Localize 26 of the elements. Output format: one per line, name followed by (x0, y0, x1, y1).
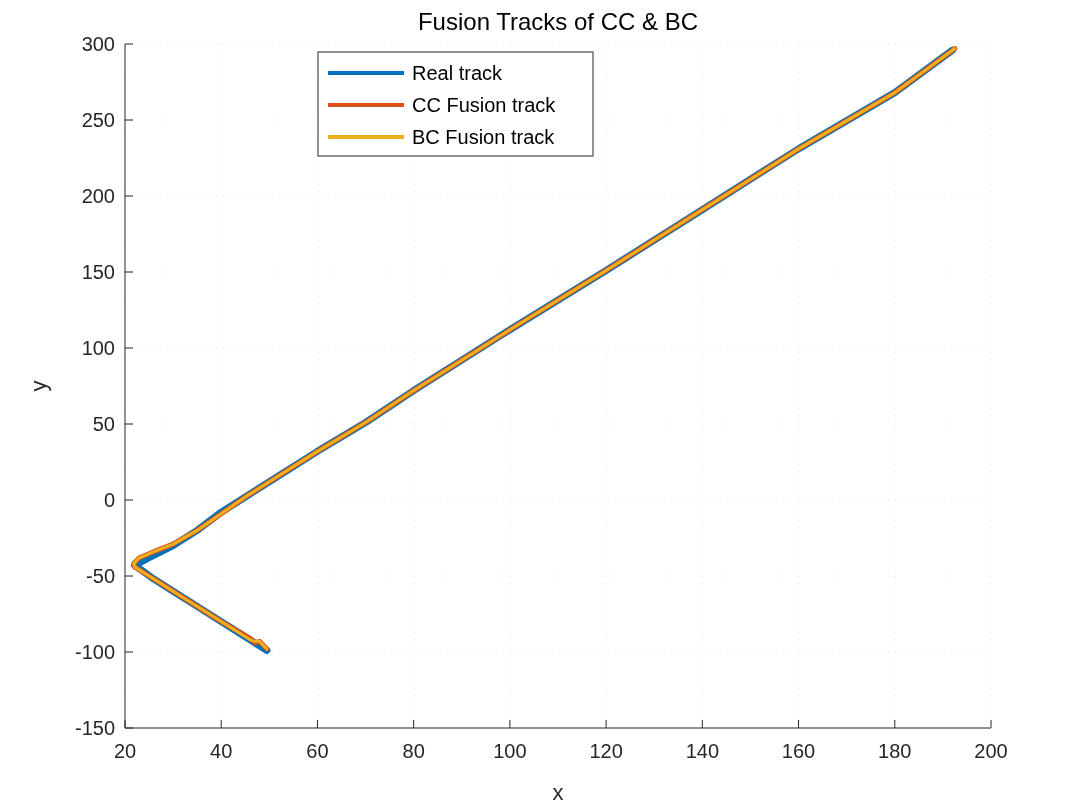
chart-title: Fusion Tracks of CC & BC (417, 8, 699, 35)
y-tick-label: 300 (81, 33, 115, 55)
legend-label: Real track (412, 62, 504, 84)
y-tick-label: 0 (103, 489, 115, 511)
legend-label: BC Fusion track (412, 126, 556, 148)
y-tick-label: -50 (86, 565, 115, 587)
x-tick-label: 100 (493, 740, 527, 762)
legend-label: CC Fusion track (412, 94, 557, 116)
y-tick-label: 150 (81, 261, 115, 283)
x-tick-label: 40 (210, 740, 233, 762)
x-tick-label: 120 (589, 740, 623, 762)
y-tick-label: 200 (81, 185, 115, 207)
x-tick-label: 180 (878, 740, 912, 762)
x-axis-title: x (552, 780, 564, 805)
y-tick-label: -100 (74, 641, 115, 663)
x-tick-label: 20 (113, 740, 137, 762)
y-tick-label: -150 (74, 717, 115, 739)
x-tick-label: 60 (306, 740, 329, 762)
x-tick-label: 80 (402, 740, 425, 762)
y-tick-label: 100 (81, 337, 115, 359)
y-axis-title: y (26, 380, 51, 392)
x-tick-label: 200 (974, 740, 1008, 762)
x-tick-label: 160 (781, 740, 816, 762)
y-tick-label: 250 (81, 109, 115, 131)
y-tick-label: 50 (92, 413, 115, 435)
x-tick-label: 140 (685, 740, 720, 762)
